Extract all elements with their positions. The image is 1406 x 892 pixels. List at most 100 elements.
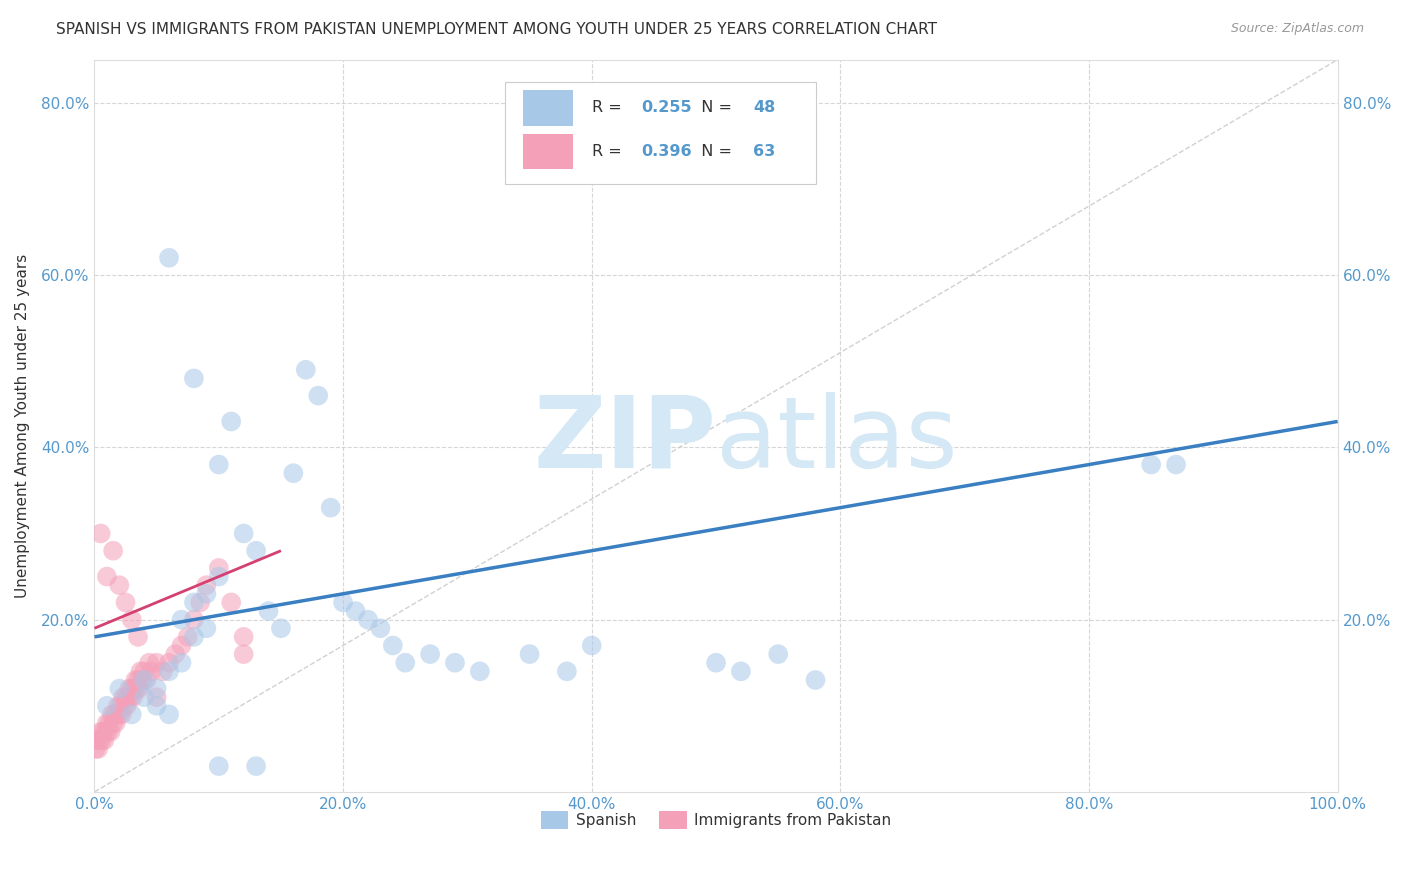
Point: [124, 673, 146, 687]
Point: [157, 656, 180, 670]
Point: [344, 604, 367, 618]
Point: [468, 665, 491, 679]
Point: [357, 613, 380, 627]
Point: [232, 630, 254, 644]
Point: [730, 665, 752, 679]
Point: [704, 656, 727, 670]
Point: [370, 621, 392, 635]
Point: [195, 578, 218, 592]
Text: 0.255: 0.255: [641, 100, 692, 115]
Point: [152, 665, 174, 679]
Point: [107, 698, 129, 713]
Text: N =: N =: [692, 100, 737, 115]
Point: [157, 665, 180, 679]
Point: [96, 716, 118, 731]
Point: [93, 733, 115, 747]
Point: [104, 716, 127, 731]
Point: [208, 759, 231, 773]
Y-axis label: Unemployment Among Youth under 25 years: Unemployment Among Youth under 25 years: [15, 253, 30, 598]
Text: Source: ZipAtlas.com: Source: ZipAtlas.com: [1230, 22, 1364, 36]
Point: [91, 724, 114, 739]
Point: [581, 639, 603, 653]
Point: [245, 759, 267, 773]
Point: [165, 647, 187, 661]
Point: [118, 681, 141, 696]
Point: [208, 458, 231, 472]
Point: [108, 578, 131, 592]
Point: [145, 681, 167, 696]
Point: [101, 543, 124, 558]
Point: [177, 630, 200, 644]
Point: [100, 724, 122, 739]
Point: [183, 371, 205, 385]
Point: [94, 724, 117, 739]
Point: [108, 707, 131, 722]
FancyBboxPatch shape: [505, 81, 815, 184]
Point: [131, 673, 153, 687]
Point: [134, 673, 156, 687]
Point: [101, 716, 124, 731]
Point: [114, 595, 136, 609]
Legend: Spanish, Immigrants from Pakistan: Spanish, Immigrants from Pakistan: [534, 805, 897, 836]
Point: [87, 742, 110, 756]
Point: [112, 690, 135, 705]
Point: [111, 707, 134, 722]
Point: [90, 733, 112, 747]
Point: [419, 647, 441, 661]
Point: [1164, 458, 1187, 472]
Point: [117, 690, 139, 705]
Point: [157, 707, 180, 722]
Text: R =: R =: [592, 100, 627, 115]
Point: [122, 681, 145, 696]
Point: [170, 656, 193, 670]
Point: [444, 656, 467, 670]
Text: R =: R =: [592, 144, 627, 159]
Point: [96, 569, 118, 583]
Point: [170, 639, 193, 653]
Point: [135, 673, 157, 687]
Point: [145, 698, 167, 713]
Point: [219, 415, 242, 429]
Point: [84, 742, 107, 756]
Point: [114, 690, 136, 705]
Point: [1140, 458, 1163, 472]
Point: [86, 733, 108, 747]
Point: [105, 707, 128, 722]
Point: [295, 363, 318, 377]
Point: [555, 665, 578, 679]
Point: [145, 656, 167, 670]
Point: [283, 466, 305, 480]
Point: [257, 604, 280, 618]
Point: [183, 613, 205, 627]
Point: [145, 690, 167, 705]
Point: [134, 690, 156, 705]
Point: [208, 561, 231, 575]
Point: [394, 656, 416, 670]
Text: SPANISH VS IMMIGRANTS FROM PAKISTAN UNEMPLOYMENT AMONG YOUTH UNDER 25 YEARS CORR: SPANISH VS IMMIGRANTS FROM PAKISTAN UNEM…: [56, 22, 938, 37]
Text: 48: 48: [754, 100, 776, 115]
Point: [112, 698, 135, 713]
Point: [307, 389, 329, 403]
Point: [97, 724, 120, 739]
Point: [188, 595, 211, 609]
Point: [115, 698, 138, 713]
Text: atlas: atlas: [716, 392, 957, 489]
Point: [804, 673, 827, 687]
Point: [101, 707, 124, 722]
FancyBboxPatch shape: [523, 90, 574, 126]
Point: [170, 613, 193, 627]
Point: [103, 707, 125, 722]
Point: [195, 621, 218, 635]
Point: [122, 690, 145, 705]
Text: N =: N =: [692, 144, 737, 159]
Point: [134, 665, 156, 679]
Point: [766, 647, 789, 661]
Point: [108, 681, 131, 696]
Point: [127, 673, 149, 687]
Point: [183, 630, 205, 644]
Point: [141, 665, 163, 679]
Point: [120, 690, 142, 705]
Point: [127, 630, 149, 644]
Point: [121, 707, 143, 722]
Point: [96, 698, 118, 713]
